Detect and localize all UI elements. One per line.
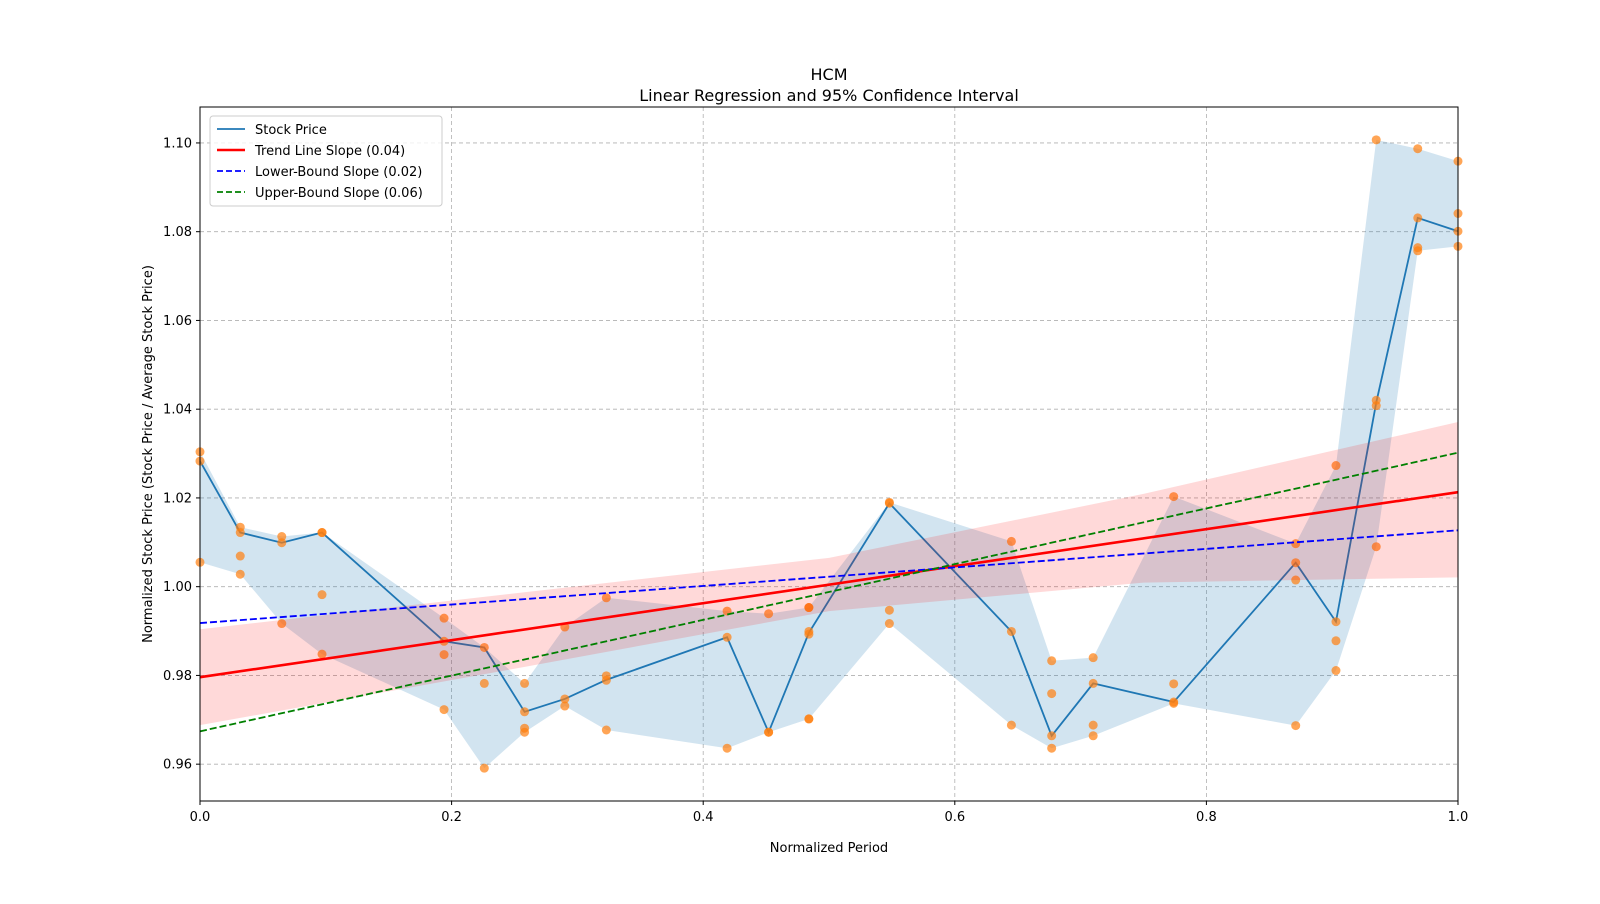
confidence-interval-band — [200, 422, 1458, 726]
price-point — [1006, 536, 1016, 546]
price-point — [764, 727, 774, 737]
price-point — [479, 763, 489, 773]
price-point — [439, 705, 449, 715]
y-tick-label: 1.10 — [163, 136, 192, 151]
price-point — [601, 725, 611, 735]
price-point — [1047, 656, 1057, 666]
legend-label-stock: Stock Price — [255, 123, 327, 138]
y-tick-label: 1.08 — [163, 225, 192, 240]
price-point — [1047, 689, 1057, 699]
legend-label-upper: Upper-Bound Slope (0.06) — [255, 186, 423, 201]
legend-box — [209, 115, 443, 207]
price-point — [1331, 636, 1341, 646]
price-point — [601, 675, 611, 685]
price-point — [235, 528, 245, 538]
y-tick-label: 0.98 — [163, 669, 192, 684]
axes-frame — [199, 106, 1459, 802]
trend-line — [199, 490, 1459, 679]
y-tick-label: 1.04 — [163, 403, 192, 418]
y-tick-label: 1.00 — [163, 580, 192, 595]
stock-price-line — [199, 216, 1459, 738]
price-point — [520, 707, 530, 717]
x-tick-label: 1.0 — [1448, 810, 1469, 825]
x-tick-label: 0.0 — [190, 810, 211, 825]
y-tick-label: 1.06 — [163, 314, 192, 329]
price-point — [479, 678, 489, 688]
price-point — [1331, 461, 1341, 471]
price-point — [1291, 558, 1301, 568]
price-point — [1371, 542, 1381, 552]
legend-label-trend: Trend Line Slope (0.04) — [254, 144, 405, 159]
y-axis-label: Normalized Stock Price (Stock Price / Av… — [141, 265, 156, 643]
lower-bound-line — [199, 529, 1459, 624]
price-point — [722, 632, 732, 642]
price-point — [1088, 731, 1098, 741]
price-point — [1291, 721, 1301, 731]
price-point — [601, 593, 611, 603]
x-tick-label: 0.8 — [1196, 810, 1217, 825]
price-point — [277, 619, 287, 629]
x-tick-label: 0.2 — [441, 810, 462, 825]
price-point — [560, 701, 570, 711]
price-point — [317, 590, 327, 600]
y-tick-label: 1.02 — [163, 491, 192, 506]
y-tick-label: 0.96 — [163, 758, 192, 773]
price-point — [884, 605, 894, 615]
price-point — [722, 743, 732, 753]
price-point — [1413, 144, 1423, 154]
legend-label-lower: Lower-Bound Slope (0.02) — [255, 165, 422, 180]
price-point — [317, 528, 327, 538]
price-point — [277, 532, 287, 542]
price-point — [520, 727, 530, 737]
legend: Stock Price Trend Line Slope (0.04) Lower-… — [209, 115, 443, 207]
price-point — [1371, 135, 1381, 145]
plot-area — [195, 135, 1463, 773]
price-point — [1371, 401, 1381, 411]
price-point — [1169, 492, 1179, 502]
axes: 0.0 0.2 0.4 0.6 0.8 1.0 0.96 0.98 1.00 1.02 1.04 1.… — [163, 106, 1469, 825]
price-point — [1006, 626, 1016, 636]
price-point — [1169, 698, 1179, 708]
price-point — [439, 650, 449, 660]
price-point — [1331, 666, 1341, 676]
chart-title: HCM — [810, 65, 847, 84]
stock-price-range-band — [200, 139, 1458, 769]
price-point — [1413, 213, 1423, 223]
price-point — [764, 609, 774, 619]
price-point — [1413, 246, 1423, 256]
price-point — [235, 551, 245, 561]
price-point — [1047, 731, 1057, 741]
price-point — [1088, 720, 1098, 730]
price-point — [884, 497, 894, 507]
price-point — [804, 629, 814, 639]
price-point — [1088, 653, 1098, 663]
price-point — [1331, 617, 1341, 627]
upper-bound-line — [199, 451, 1459, 733]
price-point — [1291, 575, 1301, 585]
x-tick-label: 0.4 — [693, 810, 714, 825]
price-point — [235, 569, 245, 579]
price-point — [1047, 743, 1057, 753]
price-point — [317, 649, 327, 659]
price-point — [479, 642, 489, 652]
price-point — [439, 613, 449, 623]
price-point — [1006, 720, 1016, 730]
price-point — [804, 603, 814, 613]
price-point — [1169, 679, 1179, 689]
price-point — [804, 714, 814, 724]
price-point — [1088, 678, 1098, 688]
price-point — [520, 678, 530, 688]
chart-subtitle: Linear Regression and 95% Confidence Int… — [639, 86, 1019, 105]
x-axis-label: Normalized Period — [770, 841, 888, 856]
x-tick-label: 0.6 — [944, 810, 965, 825]
price-point — [884, 619, 894, 629]
price-point — [560, 694, 570, 704]
price-point — [277, 538, 287, 548]
